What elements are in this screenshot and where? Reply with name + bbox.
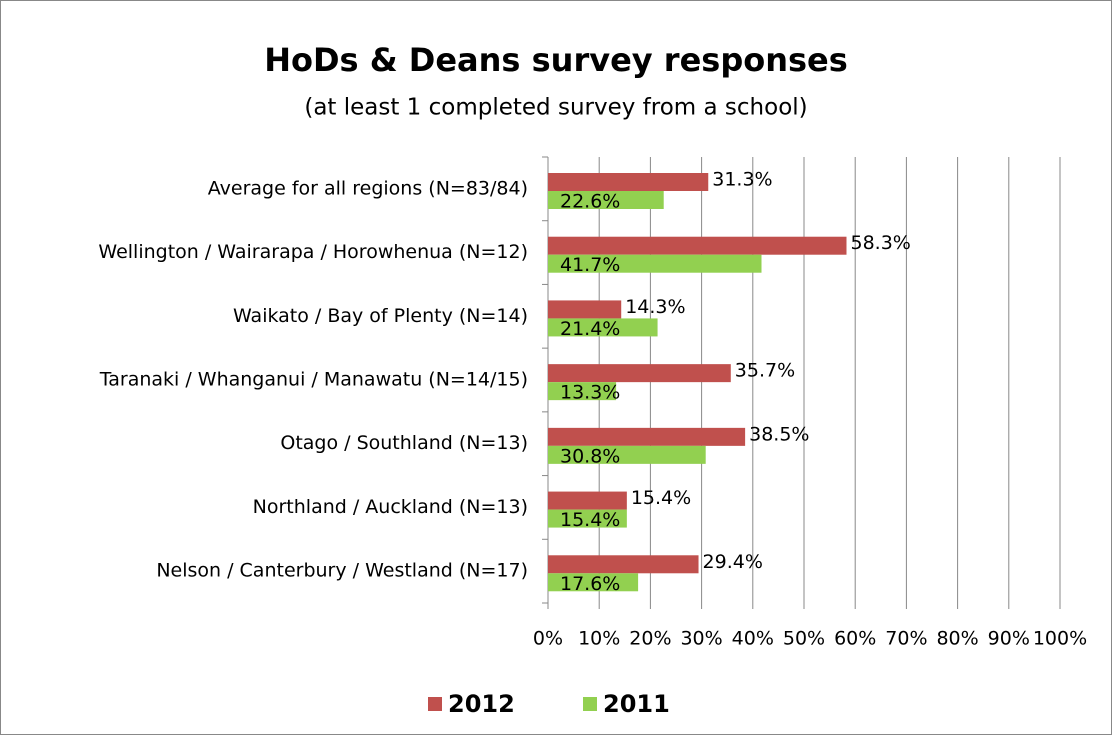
y-tick-label: Northland / Auckland (N=13) xyxy=(253,496,528,518)
y-tick-label: Nelson / Canterbury / Westland (N=17) xyxy=(156,560,528,582)
bar xyxy=(548,236,847,255)
bar xyxy=(548,491,627,510)
bar xyxy=(548,254,762,273)
y-tick-label: Waikato / Bay of Plenty (N=14) xyxy=(233,305,528,327)
x-tick-label: 30% xyxy=(680,628,722,650)
y-tick-label: Average for all regions (N=83/84) xyxy=(208,177,528,199)
x-tick-label: 40% xyxy=(732,628,774,650)
x-tick-label: 80% xyxy=(936,628,978,650)
bar xyxy=(548,445,706,464)
x-tick-label: 0% xyxy=(533,628,563,650)
bar xyxy=(548,382,617,401)
data-label: 58.3% xyxy=(850,232,910,254)
x-tick-label: 70% xyxy=(885,628,927,650)
data-label: 22.6% xyxy=(560,191,620,213)
data-label: 13.3% xyxy=(560,382,620,404)
bar xyxy=(548,573,639,592)
data-label: 41.7% xyxy=(560,254,620,276)
chart-subtitle: (at least 1 completed survey from a scho… xyxy=(304,95,807,121)
legend-swatch xyxy=(428,697,442,711)
bar xyxy=(548,300,622,319)
x-tick-label: 100% xyxy=(1033,628,1087,650)
data-label: 29.4% xyxy=(703,551,763,573)
legend-label: 2011 xyxy=(603,690,670,718)
y-tick-label: Taranaki / Whanganui / Manawatu (N=14/15… xyxy=(99,369,528,391)
bar xyxy=(548,173,709,191)
data-label: 14.3% xyxy=(625,296,685,318)
x-tick-label: 90% xyxy=(988,628,1030,650)
bar xyxy=(548,555,699,574)
bar xyxy=(548,318,658,337)
bar xyxy=(548,191,664,209)
data-label: 17.6% xyxy=(560,573,620,595)
chart-title: HoDs & Deans survey responses xyxy=(264,41,848,79)
x-tick-label: 60% xyxy=(834,628,876,650)
y-tick-label: Wellington / Wairarapa / Horowhenua (N=1… xyxy=(98,241,528,263)
data-label: 38.5% xyxy=(749,423,809,445)
data-label: 15.4% xyxy=(631,487,691,509)
y-tick-label: Otago / Southland (N=13) xyxy=(280,432,528,454)
bar xyxy=(548,509,627,528)
data-label: 35.7% xyxy=(735,360,795,382)
data-label: 21.4% xyxy=(560,318,620,340)
data-label: 30.8% xyxy=(560,445,620,467)
x-tick-label: 20% xyxy=(629,628,671,650)
data-label: 15.4% xyxy=(560,509,620,531)
bar xyxy=(548,427,746,446)
legend-swatch xyxy=(583,697,597,711)
x-tick-label: 10% xyxy=(578,628,620,650)
x-tick-label: 50% xyxy=(783,628,825,650)
bar xyxy=(548,364,731,383)
data-label: 31.3% xyxy=(712,169,772,191)
legend-label: 2012 xyxy=(448,690,515,718)
